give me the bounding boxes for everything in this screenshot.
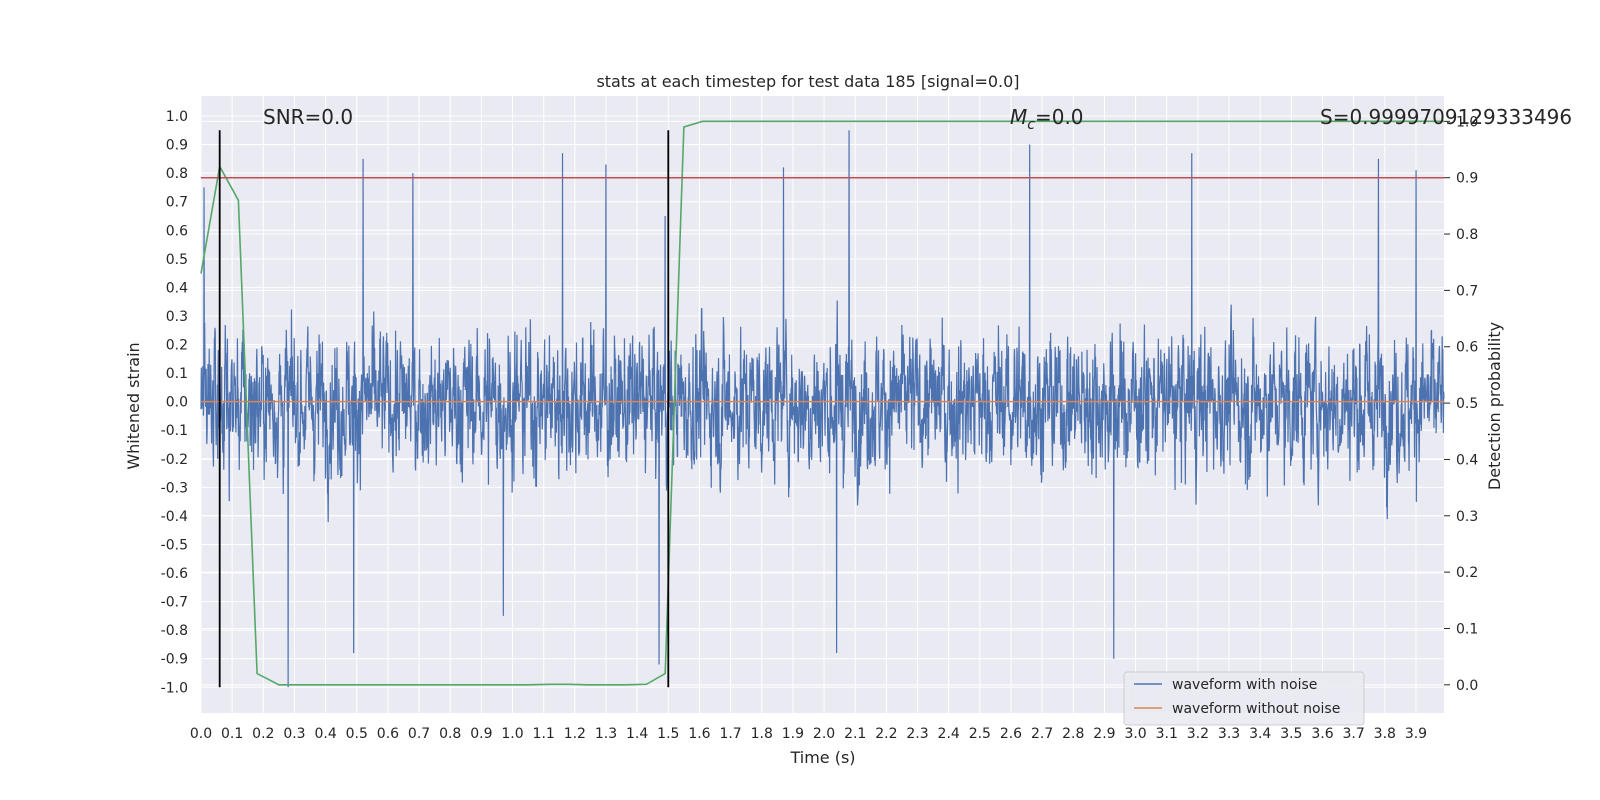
y2-tick-label: 0.4 bbox=[1456, 452, 1478, 468]
y-tick-label: -0.9 bbox=[161, 652, 188, 668]
y-tick-label: 0.5 bbox=[166, 252, 188, 268]
snr-annotation: SNR=0.0 bbox=[263, 105, 353, 129]
x-tick-label: 0.5 bbox=[346, 726, 368, 742]
y-tick-label: -0.4 bbox=[161, 509, 188, 525]
x-tick-label: 3.6 bbox=[1311, 726, 1333, 742]
y2-tick-label: 0.3 bbox=[1456, 509, 1478, 525]
legend-label-clean: waveform without noise bbox=[1172, 701, 1340, 717]
x-tick-label: 2.9 bbox=[1093, 726, 1115, 742]
x-tick-label: 3.9 bbox=[1405, 726, 1427, 742]
x-tick-label: 0.1 bbox=[221, 726, 243, 742]
x-tick-label: 0.4 bbox=[314, 726, 336, 742]
x-tick-label: 1.9 bbox=[782, 726, 804, 742]
y-tick-label: -0.7 bbox=[161, 595, 188, 611]
x-tick-label: 2.4 bbox=[938, 726, 960, 742]
y-tick-label: -0.3 bbox=[161, 480, 188, 496]
y2-tick-label: 0.7 bbox=[1456, 283, 1478, 299]
x-tick-label: 1.2 bbox=[564, 726, 586, 742]
mc-value: =0.0 bbox=[1035, 105, 1084, 129]
x-tick-label: 1.6 bbox=[688, 726, 710, 742]
y-axis-label: Whitened strain bbox=[124, 342, 143, 469]
y-tick-label: 0.8 bbox=[166, 166, 188, 182]
x-tick-label: 1.8 bbox=[751, 726, 773, 742]
x-tick-label: 2.2 bbox=[875, 726, 897, 742]
mc-subscript: c bbox=[1027, 117, 1035, 133]
y-tick-label: 0.6 bbox=[166, 223, 188, 239]
x-tick-label: 3.7 bbox=[1343, 726, 1365, 742]
chart-title: stats at each timestep for test data 185… bbox=[596, 72, 1019, 91]
legend-box bbox=[1123, 671, 1365, 726]
y-tick-label: -0.5 bbox=[161, 537, 188, 553]
x-tick-label: 0.7 bbox=[408, 726, 430, 742]
x-tick-label: 2.1 bbox=[844, 726, 866, 742]
y2-tick-label: 0.0 bbox=[1456, 678, 1478, 694]
series-layer bbox=[200, 120, 1445, 688]
y2-tick-label: 1.0 bbox=[1456, 114, 1478, 130]
y2-tick-label: 0.2 bbox=[1456, 565, 1478, 581]
y2-tick-label: 0.1 bbox=[1456, 621, 1478, 637]
y-tick-label: -1.0 bbox=[161, 680, 188, 696]
y2-tick-label: 0.5 bbox=[1456, 396, 1478, 412]
x-tick-label: 3.1 bbox=[1156, 726, 1178, 742]
x-tick-label: 1.5 bbox=[657, 726, 679, 742]
mc-symbol: M bbox=[1010, 105, 1027, 129]
x-tick-label: 1.1 bbox=[533, 726, 555, 742]
y-tick-label: -0.1 bbox=[161, 423, 188, 439]
x-tick-label: 2.7 bbox=[1031, 726, 1053, 742]
mc-annotation: Mc=0.0 bbox=[1010, 105, 1084, 133]
y-tick-label: -0.6 bbox=[161, 566, 188, 582]
y-axis-ticks: 1.0 0.9 0.8 0.7 0.6 0.5 0.4 0.3 0.2 0.1 0.0 -0.1 -0.… bbox=[161, 109, 188, 696]
y-tick-label: 0.3 bbox=[166, 309, 188, 325]
grid bbox=[200, 96, 1444, 713]
x-tick-label: 3.5 bbox=[1280, 726, 1302, 742]
x-tick-label: 1.3 bbox=[595, 726, 617, 742]
x-tick-label: 2.8 bbox=[1062, 726, 1084, 742]
y-tick-label: 0.9 bbox=[166, 138, 188, 154]
x-tick-label: 3.0 bbox=[1124, 726, 1146, 742]
x-tick-label: 0.3 bbox=[283, 726, 305, 742]
x-tick-label: 3.2 bbox=[1187, 726, 1209, 742]
s-annotation: S=0.9999709129333496 bbox=[1320, 105, 1572, 129]
y-tick-label: 0.7 bbox=[166, 195, 188, 211]
y2-tick-label: 0.6 bbox=[1456, 340, 1478, 356]
x-tick-label: 2.3 bbox=[906, 726, 928, 742]
x-tick-label: 1.4 bbox=[626, 726, 648, 742]
y2-axis-ticks: 1.0 0.9 0.8 0.7 0.6 0.5 0.4 0.3 0.2 0.1 0.0 bbox=[1444, 114, 1478, 694]
x-tick-label: 1.7 bbox=[719, 726, 741, 742]
series-detection-probability bbox=[200, 120, 1444, 686]
x-tick-label: 0.6 bbox=[377, 726, 399, 742]
x-tick-label: 2.5 bbox=[969, 726, 991, 742]
x-tick-label: 0.8 bbox=[439, 726, 461, 742]
y2-tick-label: 0.8 bbox=[1456, 227, 1478, 243]
x-tick-label: 0.2 bbox=[252, 726, 274, 742]
x-axis-label: Time (s) bbox=[789, 748, 855, 767]
y2-axis-label: Detection probability bbox=[1485, 322, 1504, 490]
legend: waveform with noise waveform without noi… bbox=[1123, 671, 1365, 726]
x-tick-label: 0.0 bbox=[190, 726, 212, 742]
x-tick-label: 1.0 bbox=[501, 726, 523, 742]
x-tick-label: 3.8 bbox=[1374, 726, 1396, 742]
x-tick-label: 2.6 bbox=[1000, 726, 1022, 742]
x-tick-label: 3.3 bbox=[1218, 726, 1240, 742]
y-tick-label: -0.8 bbox=[161, 623, 188, 639]
y-tick-label: -0.2 bbox=[161, 452, 188, 468]
x-tick-label: 0.9 bbox=[470, 726, 492, 742]
x-axis-ticks: 0.0 0.1 0.2 0.3 0.4 0.5 0.6 0.7 0.8 0.9 1.0 1.1 1.2 1… bbox=[190, 726, 1427, 742]
y-tick-label: 0.4 bbox=[166, 280, 188, 296]
y-tick-label: 0.0 bbox=[166, 395, 188, 411]
x-tick-label: 2.0 bbox=[813, 726, 835, 742]
vertical-markers bbox=[218, 130, 670, 688]
series-waveform-with-noise bbox=[200, 130, 1445, 688]
y-tick-label: 0.2 bbox=[166, 338, 188, 354]
y2-tick-label: 0.9 bbox=[1456, 171, 1478, 187]
y-tick-label: 1.0 bbox=[166, 109, 188, 125]
x-tick-label: 3.4 bbox=[1249, 726, 1271, 742]
y-tick-label: 0.1 bbox=[166, 366, 188, 382]
legend-label-noise: waveform with noise bbox=[1172, 677, 1317, 693]
